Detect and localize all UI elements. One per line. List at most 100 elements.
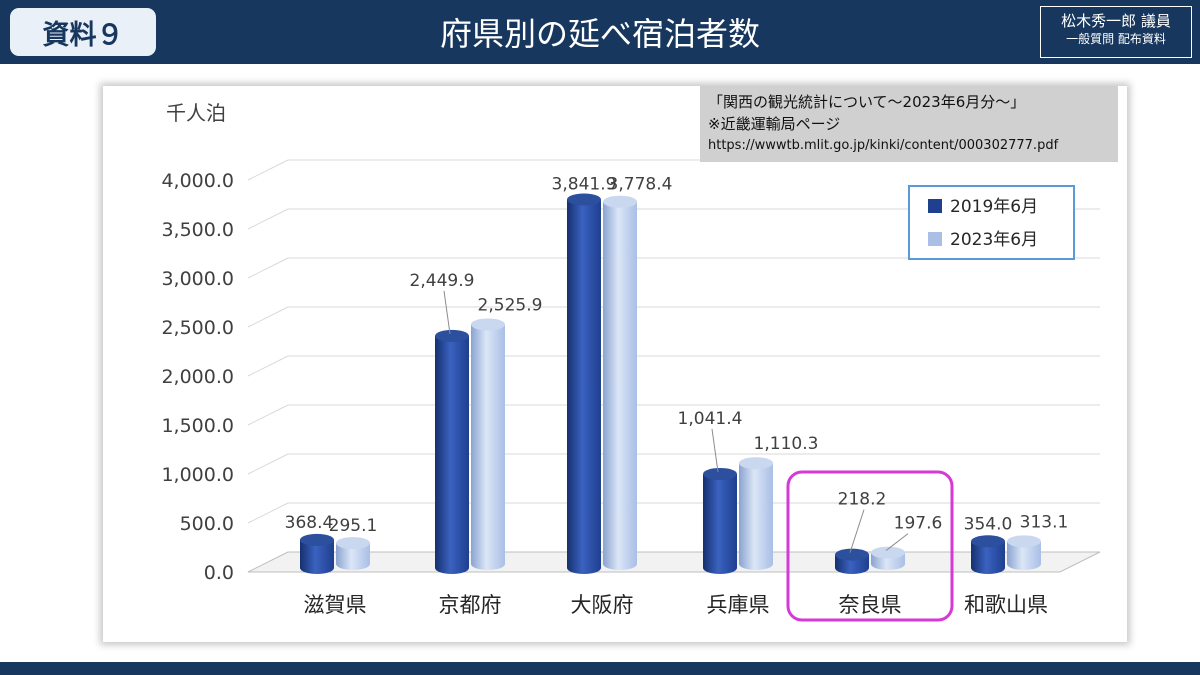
legend-box <box>908 185 1075 260</box>
bar-bottom <box>336 558 370 570</box>
bar-body <box>336 543 370 564</box>
legend-swatch <box>928 232 942 246</box>
data-label: 2,449.9 <box>410 271 475 291</box>
label-leader-line <box>443 290 451 334</box>
label-leader-line <box>711 428 719 473</box>
data-label: 3,841.9 <box>552 174 617 194</box>
gridline-side <box>247 404 289 426</box>
bar-body <box>435 335 469 568</box>
bar-bottom <box>603 558 637 570</box>
legend-label: 2019年6月 <box>950 197 1038 217</box>
x-tick-label: 和歌山県 <box>964 593 1048 617</box>
label-leader-line <box>849 509 865 553</box>
y-tick-label: 3,500.0 <box>161 219 234 241</box>
bar-2019 <box>971 535 1005 574</box>
x-tick-label: 奈良県 <box>839 593 902 617</box>
label-leader-line <box>885 533 909 552</box>
data-label: 313.1 <box>1020 512 1069 532</box>
bar-body <box>739 463 773 564</box>
bar-bottom <box>703 562 737 574</box>
y-axis-label: 千人泊 <box>166 101 226 125</box>
bar-top <box>739 457 773 470</box>
gridline-side <box>247 453 289 475</box>
bar-bottom <box>971 562 1005 574</box>
bar-body <box>567 199 601 568</box>
bar-bottom <box>471 558 505 570</box>
bar-2019 <box>835 548 869 574</box>
y-tick-label: 2,000.0 <box>161 366 234 388</box>
y-tick-label: 2,500.0 <box>161 317 234 339</box>
y-tick-label: 1,500.0 <box>161 415 234 437</box>
gridline-side <box>247 257 289 279</box>
x-tick-label: 京都府 <box>439 593 502 617</box>
bar-top <box>871 546 905 559</box>
legend-label: 2023年6月 <box>950 230 1038 250</box>
bar-body <box>1007 541 1041 564</box>
header-bar: 資料９ 府県別の延べ宿泊者数 松木秀一郎 議員 一般質問 配布資料 <box>0 0 1200 64</box>
gridline-side <box>247 208 289 230</box>
footer-bar <box>0 662 1200 675</box>
source-note: 「関西の観光統計について～2023年6月分～」 ※近畿運輸局ページ https:… <box>700 86 1118 162</box>
gridline-side <box>247 159 289 181</box>
bar-bottom <box>435 562 469 574</box>
bar-2023 <box>336 537 370 570</box>
slide-title: 府県別の延べ宿泊者数 <box>439 15 760 53</box>
bar-bottom <box>739 558 773 570</box>
data-label: 197.6 <box>894 514 943 534</box>
source-line-1: 「関西の観光統計について～2023年6月分～」 <box>708 93 1026 111</box>
y-tick-label: 500.0 <box>180 513 234 535</box>
bar-top <box>1007 535 1041 548</box>
x-tick-label: 大阪府 <box>571 593 634 617</box>
bar-2023 <box>1007 535 1041 570</box>
bar-top <box>336 537 370 550</box>
data-label: 368.4 <box>285 513 334 533</box>
source-line-2: ※近畿運輸局ページ <box>708 115 841 133</box>
member-name: 松木秀一郎 議員 <box>1061 12 1171 30</box>
bar-top <box>300 533 334 546</box>
bar-2023 <box>471 318 505 570</box>
y-tick-label: 0.0 <box>204 562 234 584</box>
bar-top <box>567 193 601 206</box>
data-label: 218.2 <box>838 490 887 510</box>
highlight-box <box>786 470 954 622</box>
y-tick-label: 3,000.0 <box>161 268 234 290</box>
bar-bottom <box>835 562 869 574</box>
bar-bottom <box>567 562 601 574</box>
data-label: 2,525.9 <box>478 295 543 315</box>
gridline-side <box>247 502 289 524</box>
document-tag: 資料９ <box>10 8 156 56</box>
bar-2023 <box>603 195 637 570</box>
bar-2019 <box>300 533 334 574</box>
bar-top <box>471 318 505 331</box>
gridline-side <box>247 355 289 377</box>
member-box: 松木秀一郎 議員 一般質問 配布資料 <box>1040 6 1192 58</box>
data-label: 3,778.4 <box>608 175 673 195</box>
bar-top <box>835 548 869 561</box>
x-tick-label: 兵庫県 <box>707 593 770 617</box>
bar-bottom <box>300 562 334 574</box>
x-tick-label: 滋賀県 <box>304 593 367 617</box>
y-tick-label: 1,000.0 <box>161 464 234 486</box>
member-note: 一般質問 配布資料 <box>1066 32 1166 46</box>
y-tick-label: 4,000.0 <box>161 170 234 192</box>
data-label: 354.0 <box>964 514 1013 534</box>
bar-top <box>703 467 737 480</box>
bar-bottom <box>871 558 905 570</box>
bar-body <box>603 201 637 564</box>
bar-2019 <box>567 193 601 574</box>
bar-bottom <box>1007 558 1041 570</box>
bar-top <box>603 195 637 208</box>
gridline-side <box>247 306 289 328</box>
data-label: 295.1 <box>329 516 378 536</box>
legend-swatch <box>928 199 942 213</box>
bar-top <box>435 329 469 342</box>
data-label: 1,110.3 <box>754 434 819 454</box>
source-url: https://wwwtb.mlit.go.jp/kinki/content/0… <box>708 138 1059 153</box>
bar-body <box>703 473 737 568</box>
bar-2023 <box>739 457 773 570</box>
data-label: 1,041.4 <box>678 409 743 429</box>
bar-body <box>471 324 505 564</box>
bar-2019 <box>435 329 469 574</box>
bar-2019 <box>703 467 737 574</box>
